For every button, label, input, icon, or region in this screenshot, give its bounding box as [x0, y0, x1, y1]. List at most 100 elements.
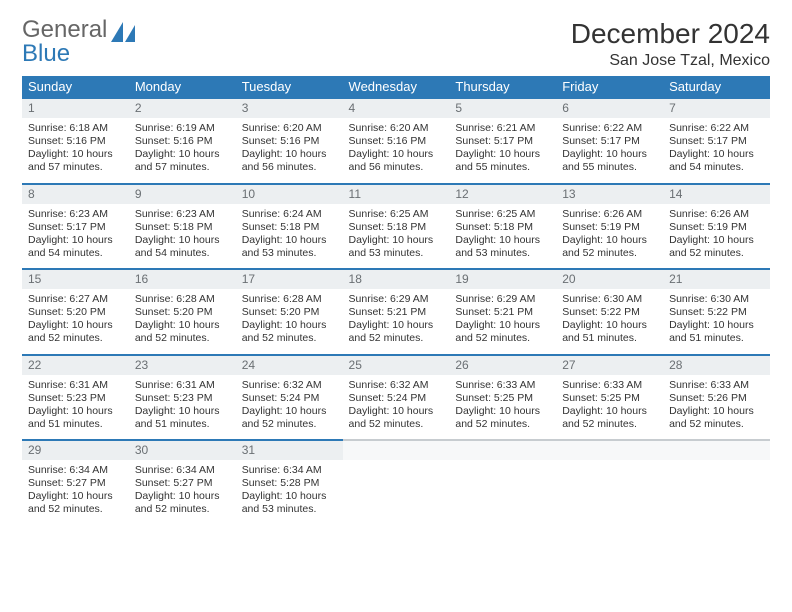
day-body: Sunrise: 6:32 AMSunset: 5:24 PMDaylight:…	[343, 375, 450, 440]
calendar-day-cell: 23Sunrise: 6:31 AMSunset: 5:23 PMDayligh…	[129, 354, 236, 440]
calendar-day-cell: 22Sunrise: 6:31 AMSunset: 5:23 PMDayligh…	[22, 354, 129, 440]
calendar-day-cell: 4Sunrise: 6:20 AMSunset: 5:16 PMDaylight…	[343, 97, 450, 183]
day-body: Sunrise: 6:29 AMSunset: 5:21 PMDaylight:…	[343, 289, 450, 354]
day-number: 19	[449, 268, 556, 289]
sunrise-line: Sunrise: 6:30 AM	[669, 293, 764, 306]
day-number: 28	[663, 354, 770, 375]
sunset-line: Sunset: 5:23 PM	[135, 392, 230, 405]
sunrise-line: Sunrise: 6:27 AM	[28, 293, 123, 306]
sunrise-line: Sunrise: 6:20 AM	[242, 122, 337, 135]
sunrise-line: Sunrise: 6:24 AM	[242, 208, 337, 221]
day-body: Sunrise: 6:18 AMSunset: 5:16 PMDaylight:…	[22, 118, 129, 183]
day-number: 13	[556, 183, 663, 204]
daylight-line: Daylight: 10 hours and 51 minutes.	[562, 319, 657, 345]
day-body: Sunrise: 6:20 AMSunset: 5:16 PMDaylight:…	[343, 118, 450, 183]
dow-row: Sunday Monday Tuesday Wednesday Thursday…	[22, 76, 770, 97]
daylight-line: Daylight: 10 hours and 52 minutes.	[349, 405, 444, 431]
sunrise-line: Sunrise: 6:32 AM	[242, 379, 337, 392]
day-number: 5	[449, 97, 556, 118]
sunrise-line: Sunrise: 6:19 AM	[135, 122, 230, 135]
calendar-day-cell	[343, 439, 450, 525]
sunset-line: Sunset: 5:16 PM	[242, 135, 337, 148]
sunset-line: Sunset: 5:16 PM	[28, 135, 123, 148]
day-number: 22	[22, 354, 129, 375]
calendar-day-cell: 29Sunrise: 6:34 AMSunset: 5:27 PMDayligh…	[22, 439, 129, 525]
day-body: Sunrise: 6:33 AMSunset: 5:25 PMDaylight:…	[556, 375, 663, 440]
calendar-day-cell	[449, 439, 556, 525]
day-body: Sunrise: 6:19 AMSunset: 5:16 PMDaylight:…	[129, 118, 236, 183]
month-title: December 2024	[571, 18, 770, 50]
daylight-line: Daylight: 10 hours and 52 minutes.	[28, 319, 123, 345]
empty-day	[343, 439, 450, 460]
day-body: Sunrise: 6:25 AMSunset: 5:18 PMDaylight:…	[343, 204, 450, 269]
day-number: 1	[22, 97, 129, 118]
sunset-line: Sunset: 5:19 PM	[669, 221, 764, 234]
daylight-line: Daylight: 10 hours and 52 minutes.	[28, 490, 123, 516]
sunset-line: Sunset: 5:18 PM	[135, 221, 230, 234]
empty-day	[663, 439, 770, 460]
calendar-day-cell: 11Sunrise: 6:25 AMSunset: 5:18 PMDayligh…	[343, 183, 450, 269]
dow-header: Saturday	[663, 76, 770, 97]
sunrise-line: Sunrise: 6:33 AM	[669, 379, 764, 392]
sunrise-line: Sunrise: 6:34 AM	[242, 464, 337, 477]
day-body: Sunrise: 6:20 AMSunset: 5:16 PMDaylight:…	[236, 118, 343, 183]
sunset-line: Sunset: 5:27 PM	[135, 477, 230, 490]
daylight-line: Daylight: 10 hours and 55 minutes.	[562, 148, 657, 174]
sunset-line: Sunset: 5:18 PM	[349, 221, 444, 234]
day-number: 15	[22, 268, 129, 289]
sunrise-line: Sunrise: 6:26 AM	[669, 208, 764, 221]
calendar-day-cell: 1Sunrise: 6:18 AMSunset: 5:16 PMDaylight…	[22, 97, 129, 183]
day-body: Sunrise: 6:23 AMSunset: 5:18 PMDaylight:…	[129, 204, 236, 269]
calendar-day-cell: 9Sunrise: 6:23 AMSunset: 5:18 PMDaylight…	[129, 183, 236, 269]
day-body: Sunrise: 6:27 AMSunset: 5:20 PMDaylight:…	[22, 289, 129, 354]
daylight-line: Daylight: 10 hours and 54 minutes.	[135, 234, 230, 260]
calendar-day-cell	[663, 439, 770, 525]
calendar-day-cell: 24Sunrise: 6:32 AMSunset: 5:24 PMDayligh…	[236, 354, 343, 440]
empty-day	[449, 439, 556, 460]
calendar-day-cell: 12Sunrise: 6:25 AMSunset: 5:18 PMDayligh…	[449, 183, 556, 269]
daylight-line: Daylight: 10 hours and 53 minutes.	[455, 234, 550, 260]
day-number: 14	[663, 183, 770, 204]
sunset-line: Sunset: 5:21 PM	[455, 306, 550, 319]
daylight-line: Daylight: 10 hours and 54 minutes.	[28, 234, 123, 260]
daylight-line: Daylight: 10 hours and 52 minutes.	[455, 319, 550, 345]
daylight-line: Daylight: 10 hours and 51 minutes.	[135, 405, 230, 431]
brand-word-1: General	[22, 16, 107, 43]
day-number: 9	[129, 183, 236, 204]
title-block: December 2024 San Jose Tzal, Mexico	[571, 18, 770, 70]
day-number: 8	[22, 183, 129, 204]
sunrise-line: Sunrise: 6:25 AM	[455, 208, 550, 221]
calendar-week: 15Sunrise: 6:27 AMSunset: 5:20 PMDayligh…	[22, 268, 770, 354]
day-body: Sunrise: 6:33 AMSunset: 5:25 PMDaylight:…	[449, 375, 556, 440]
sunset-line: Sunset: 5:23 PM	[28, 392, 123, 405]
sunset-line: Sunset: 5:20 PM	[242, 306, 337, 319]
sunrise-line: Sunrise: 6:25 AM	[349, 208, 444, 221]
calendar-week: 8Sunrise: 6:23 AMSunset: 5:17 PMDaylight…	[22, 183, 770, 269]
day-body: Sunrise: 6:31 AMSunset: 5:23 PMDaylight:…	[22, 375, 129, 440]
sunrise-line: Sunrise: 6:29 AM	[349, 293, 444, 306]
calendar-day-cell: 18Sunrise: 6:29 AMSunset: 5:21 PMDayligh…	[343, 268, 450, 354]
calendar-week: 1Sunrise: 6:18 AMSunset: 5:16 PMDaylight…	[22, 97, 770, 183]
daylight-line: Daylight: 10 hours and 52 minutes.	[562, 234, 657, 260]
calendar-week: 29Sunrise: 6:34 AMSunset: 5:27 PMDayligh…	[22, 439, 770, 525]
sunset-line: Sunset: 5:25 PM	[562, 392, 657, 405]
sunrise-line: Sunrise: 6:29 AM	[455, 293, 550, 306]
dow-header: Thursday	[449, 76, 556, 97]
sunrise-line: Sunrise: 6:21 AM	[455, 122, 550, 135]
dow-header: Wednesday	[343, 76, 450, 97]
sunset-line: Sunset: 5:17 PM	[562, 135, 657, 148]
day-number: 3	[236, 97, 343, 118]
sunrise-line: Sunrise: 6:34 AM	[135, 464, 230, 477]
day-number: 7	[663, 97, 770, 118]
daylight-line: Daylight: 10 hours and 53 minutes.	[242, 234, 337, 260]
day-body: Sunrise: 6:34 AMSunset: 5:28 PMDaylight:…	[236, 460, 343, 525]
sunrise-line: Sunrise: 6:33 AM	[562, 379, 657, 392]
sunset-line: Sunset: 5:18 PM	[455, 221, 550, 234]
calendar-page: General Blue December 2024 San Jose Tzal…	[0, 0, 792, 535]
day-body: Sunrise: 6:26 AMSunset: 5:19 PMDaylight:…	[663, 204, 770, 269]
sunset-line: Sunset: 5:17 PM	[455, 135, 550, 148]
sunrise-line: Sunrise: 6:26 AM	[562, 208, 657, 221]
day-body: Sunrise: 6:26 AMSunset: 5:19 PMDaylight:…	[556, 204, 663, 269]
day-body: Sunrise: 6:28 AMSunset: 5:20 PMDaylight:…	[236, 289, 343, 354]
sunrise-line: Sunrise: 6:34 AM	[28, 464, 123, 477]
